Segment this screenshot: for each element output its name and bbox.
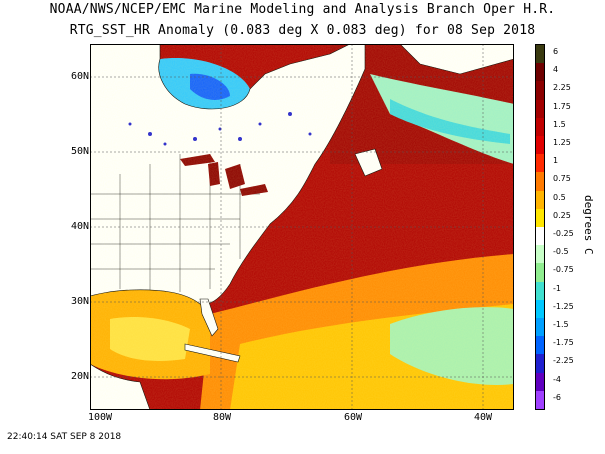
lat-label-30n: 30N [71, 296, 90, 307]
colorbar-tick-label: 1.5 [553, 119, 566, 129]
colorbar-tick-label: -0.25 [553, 229, 574, 238]
colorbar-segment [536, 208, 544, 227]
colorbar-segment [536, 99, 544, 118]
colorbar-tick-label: 1.25 [553, 138, 571, 147]
lon-label-100w: 100W [88, 412, 113, 423]
colorbar-tick-label: 6 [553, 47, 559, 56]
colorbar-tick-label: 1.75 [553, 101, 571, 111]
colorbar-tick-label: 0.5 [553, 192, 566, 202]
colorbar-segment [536, 172, 544, 191]
colorbar-tick-label: -2.25 [553, 356, 574, 366]
colorbar-segment [536, 390, 544, 409]
lat-label-40n: 40N [71, 221, 90, 232]
colorbar [535, 44, 545, 410]
colorbar-tick-label: 0.75 [553, 174, 571, 184]
lon-label-40w: 40W [474, 412, 493, 423]
colorbar-tick-label: -0.75 [553, 265, 574, 275]
colorbar-tick-label: -1 [553, 283, 561, 293]
colorbar-segment [536, 299, 544, 318]
colorbar-segment [536, 318, 544, 337]
colorbar-segment [536, 281, 544, 300]
colorbar-unit: degrees C [582, 195, 595, 255]
map-title: NOAA/NWS/NCEP/EMC Marine Modeling and An… [49, 2, 556, 17]
colorbar-tick-label: -6 [553, 392, 561, 402]
colorbar-tick-label: 1 [553, 156, 559, 166]
colorbar-tick-label: -1.5 [553, 320, 569, 329]
colorbar-segment [536, 63, 544, 82]
colorbar-segment [536, 336, 544, 355]
colorbar-segment [536, 263, 544, 282]
colorbar-tick-label: -4 [553, 374, 561, 384]
lat-label-60n: 60N [71, 71, 90, 82]
lat-label-20n: 20N [71, 371, 90, 382]
colorbar-tick-label: -1.25 [553, 301, 574, 311]
colorbar-segment [536, 45, 544, 64]
colorbar-segment [536, 81, 544, 100]
colorbar-segment [536, 190, 544, 209]
colorbar-tick-label: 2.25 [553, 83, 571, 93]
lat-label-50n: 50N [71, 146, 90, 157]
colorbar-segment [536, 372, 544, 391]
timestamp: 22:40:14 SAT SEP 8 2018 [7, 432, 122, 442]
map-subtitle: RTG_SST_HR Anomaly (0.083 deg X 0.083 de… [69, 23, 536, 38]
colorbar-segment [536, 136, 544, 155]
colorbar-tick-label: 4 [553, 65, 559, 75]
colorbar-segment [536, 227, 544, 246]
colorbar-segment [536, 154, 544, 173]
sst-anomaly-map [90, 44, 514, 410]
lon-label-80w: 80W [213, 412, 232, 423]
colorbar-tick-label: -1.75 [553, 338, 574, 348]
colorbar-tick-label: 0.25 [553, 210, 571, 220]
map-canvas [90, 44, 514, 410]
colorbar-segment [536, 117, 544, 136]
colorbar-segment [536, 354, 544, 373]
lon-label-60w: 60W [344, 412, 363, 423]
colorbar-segment [536, 245, 544, 264]
colorbar-tick-label: -0.5 [553, 247, 569, 257]
